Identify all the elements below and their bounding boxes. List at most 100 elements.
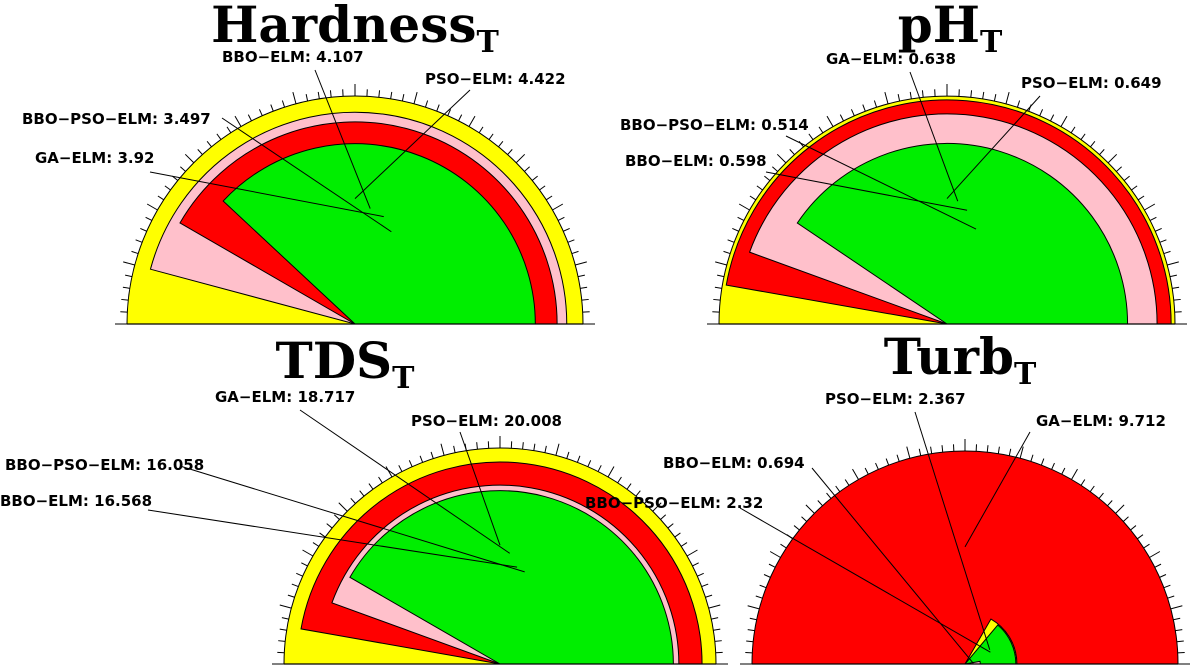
axis-tick [909,91,912,99]
axis-tick [835,485,841,492]
axis-tick [378,90,381,98]
axis-tick [808,133,814,140]
axis-tick [291,583,299,588]
axis-tick [764,175,771,181]
axis-tick [1061,467,1066,475]
axis-tick [301,562,308,567]
data-label: BBO−ELM: 16.568 [0,492,152,510]
sector-bbo-pso-elm [222,143,536,325]
axis-tick [1019,446,1024,459]
axis-tick [732,227,739,232]
axis-tick [1159,574,1167,578]
axis-tick [135,239,143,243]
chart-title: TDST [275,331,415,396]
axis-tick [1098,492,1104,499]
sector-ga-elm [751,450,1179,665]
axis-tick [206,141,212,148]
axis-tick [769,551,781,558]
leader-line [946,95,1041,199]
leader-line [964,431,1031,548]
leader-line [765,171,968,211]
axis-tick [921,90,924,98]
leader-line [785,135,977,230]
leader-line [914,411,991,650]
axis-tick [884,92,889,104]
axis-tick [1137,195,1145,201]
axis-tick [226,126,232,134]
axis-tick [826,115,834,127]
axis-tick [738,203,750,211]
axis-tick [1116,166,1122,172]
axis-tick [717,274,725,278]
axis-tick [805,504,815,514]
data-label: BBO−PSO−ELM: 2.32 [585,494,763,512]
axis-tick [1039,109,1044,116]
axis-tick [312,542,320,547]
axis-tick [1050,114,1055,122]
data-label: BBO−PSO−ELM: 0.514 [620,116,809,134]
axis-tick [1154,563,1162,568]
axis-tick [1071,468,1078,480]
axis-tick [333,514,340,520]
axis-tick [180,166,186,172]
axis-tick [436,104,440,112]
axis-tick [531,175,538,181]
chart-title-subscript: T [477,25,500,60]
axis-tick [1005,92,1010,104]
chart-title-subscript: T [392,361,415,396]
axis-tick [1099,149,1105,155]
axis-tick [875,462,879,470]
axis-tick [140,227,147,232]
axis-tick [1169,274,1177,278]
axis-tick [713,298,721,301]
axis-tick [524,166,530,172]
axis-tick [302,549,314,557]
data-label: BBO−PSO−ELM: 3.497 [22,110,211,128]
axis-tick [326,523,333,529]
axis-tick [1107,500,1113,507]
axis-tick [552,203,564,211]
axis-tick [305,94,309,102]
axis-tick [667,523,674,529]
axis-tick [576,455,581,463]
axis-tick [1080,479,1086,486]
axis-tick [789,149,795,155]
axis-tick [1143,543,1150,549]
axis-tick [749,617,757,621]
axis-tick [885,458,890,466]
axis-tick [1122,516,1129,522]
axis-tick [424,100,429,108]
axis-tick [756,185,763,191]
axis-tick [478,126,484,134]
axis-tick [1107,153,1118,164]
axis-tick [864,467,869,475]
axis-tick [563,227,570,232]
axis-tick [818,126,824,134]
axis-tick [281,100,286,108]
axis-tick [401,94,405,102]
axis-tick [447,109,452,116]
axis-tick [385,466,393,478]
axis-tick [801,516,808,522]
axis-tick [1163,250,1171,255]
leader-line [299,409,510,554]
axis-tick [279,628,287,631]
axis-tick [1008,448,1012,456]
leader-line [354,89,471,199]
axis-tick [468,115,476,127]
axis-tick [1170,605,1183,610]
axis-tick [545,195,553,201]
axis-tick [1030,454,1034,462]
axis-tick [567,239,575,243]
axis-tick [368,483,374,490]
axis-tick [329,90,332,98]
axis-tick [430,451,434,459]
axis-tick [359,490,365,497]
axis-tick [873,100,878,108]
axis-tick [1144,203,1156,211]
chart-title: TurbT [884,327,1037,392]
axis-tick [680,542,688,547]
axis-tick [970,90,973,98]
